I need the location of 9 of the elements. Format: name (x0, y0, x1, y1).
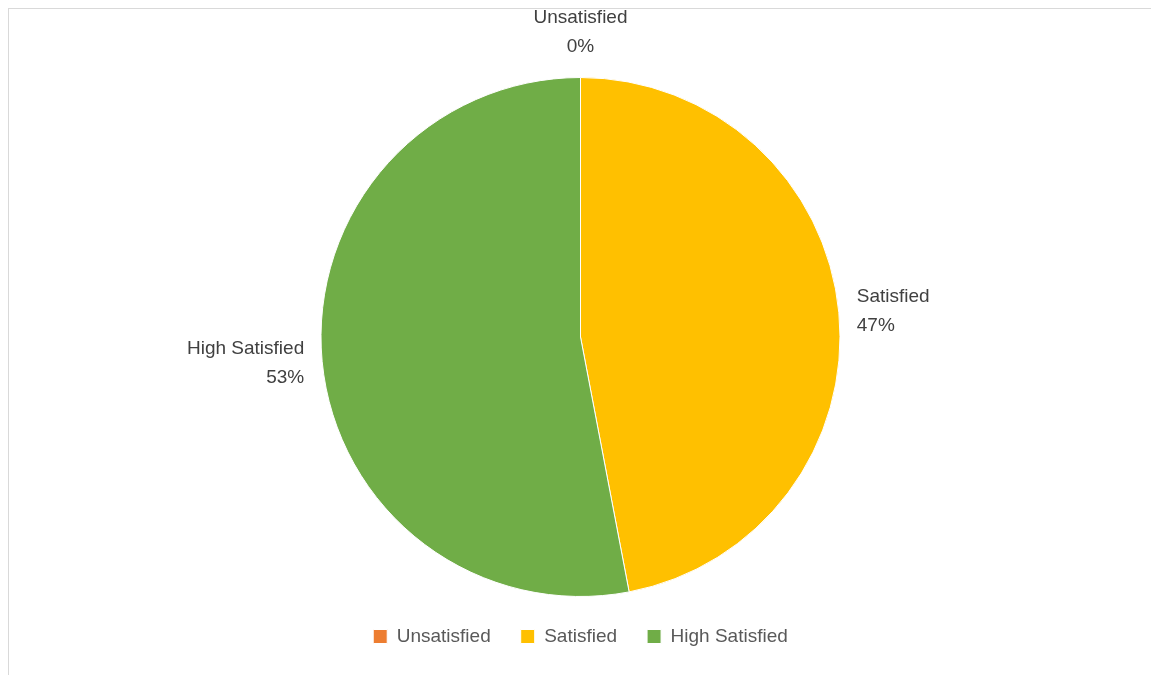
slice-label: High Satisfied (187, 336, 305, 358)
legend-label: High Satisfied (670, 624, 788, 646)
category-label: Unsatisfied (533, 6, 628, 28)
legend-label: Unsatisfied (396, 624, 491, 646)
legend-label: Satisfied (544, 624, 618, 646)
slice-label: Satisfied (856, 284, 930, 306)
data-label: 47% (856, 313, 895, 335)
data-label: 53% (266, 365, 305, 387)
text: 0% (566, 35, 595, 57)
